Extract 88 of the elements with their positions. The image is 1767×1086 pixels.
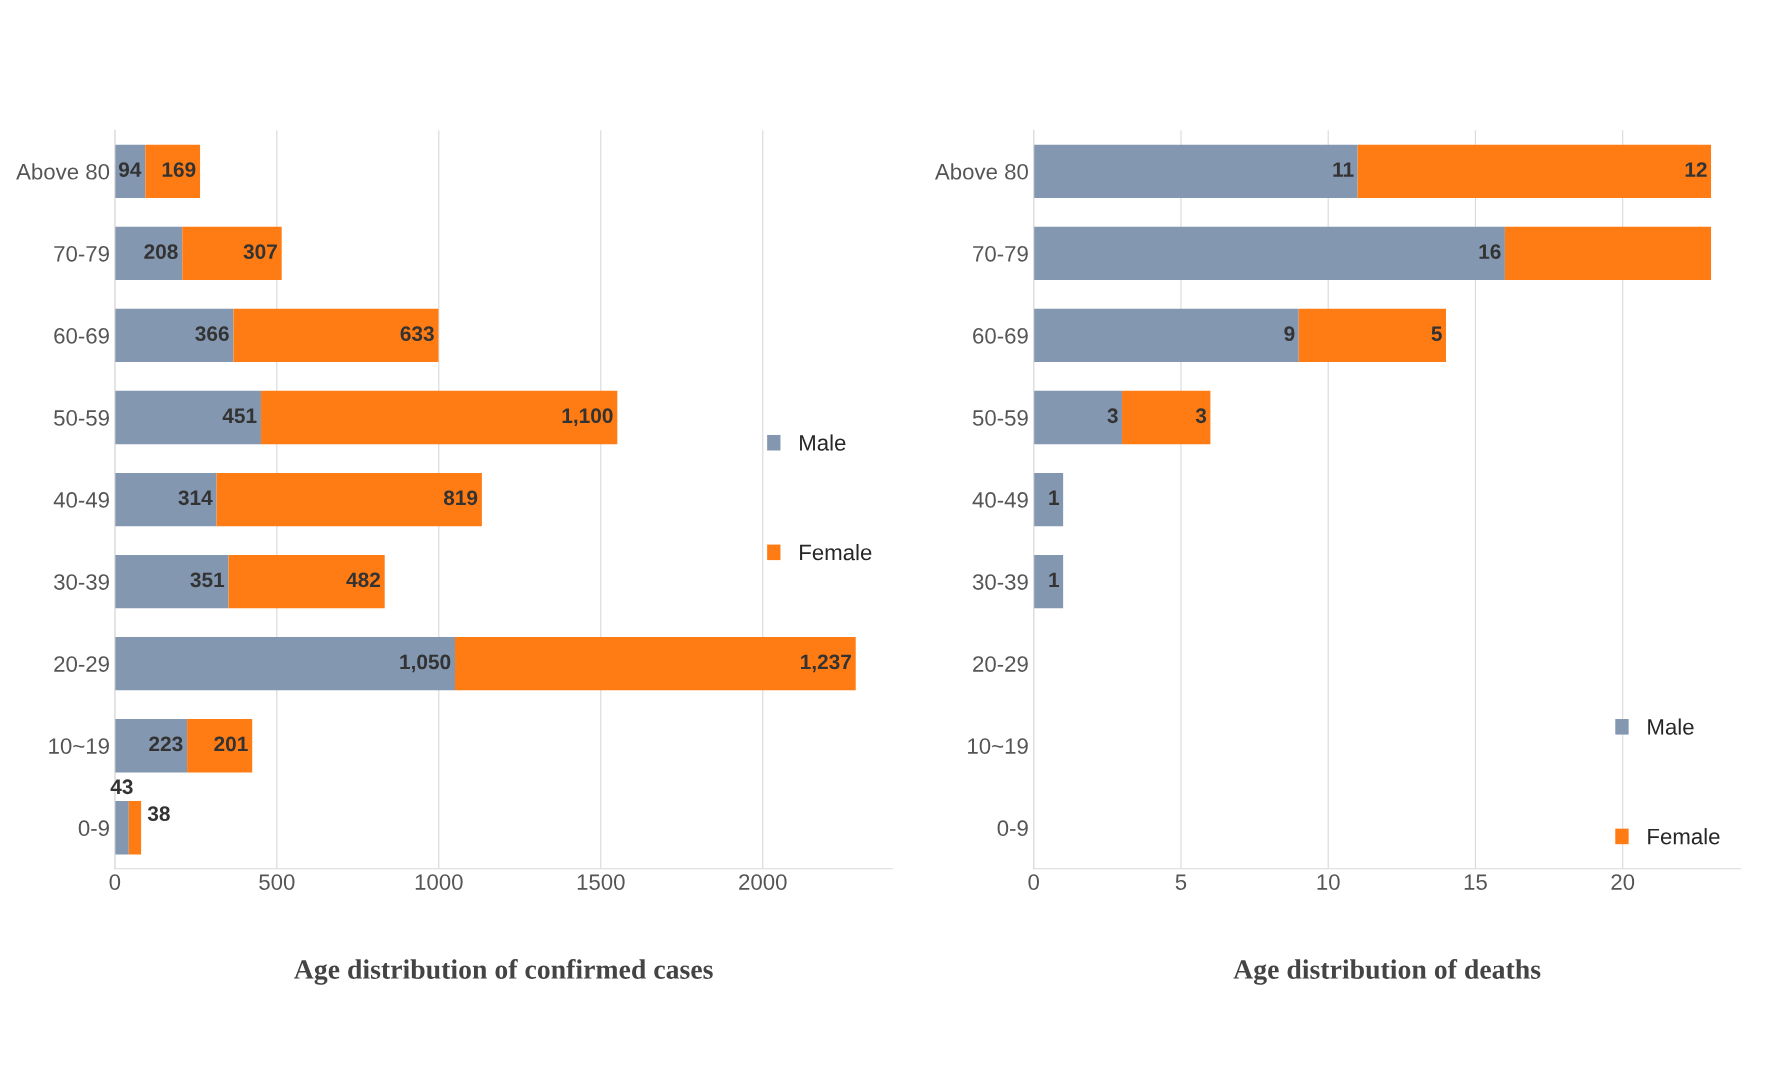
data-label: 1,237 bbox=[801, 654, 851, 673]
bar bbox=[216, 472, 482, 527]
y-tick-label: 40-49 bbox=[972, 492, 1028, 508]
x-tick-label: 0 bbox=[1028, 874, 1040, 890]
data-label: 1 bbox=[1049, 490, 1060, 505]
y-tick-label: 10~19 bbox=[968, 738, 1028, 754]
legend-label: Male bbox=[1648, 718, 1694, 735]
data-label: 451 bbox=[222, 408, 257, 424]
bar bbox=[114, 554, 229, 609]
bar bbox=[228, 554, 385, 609]
data-label: 366 bbox=[195, 326, 229, 342]
x-tick-label: 5 bbox=[1175, 874, 1187, 890]
data-label: 9 bbox=[1284, 326, 1295, 342]
data-label: 223 bbox=[149, 736, 183, 752]
data-label: 307 bbox=[243, 244, 277, 260]
y-tick-label: 30-39 bbox=[972, 574, 1028, 590]
bar bbox=[182, 226, 282, 281]
data-label: 3 bbox=[1107, 408, 1118, 424]
y-tick-label: Above 80 bbox=[16, 163, 110, 180]
legend-label: Male bbox=[800, 434, 846, 451]
bar bbox=[114, 226, 183, 281]
x-tick-label: 1500 bbox=[577, 874, 625, 890]
data-label: 43 bbox=[110, 779, 133, 795]
y-tick-label: 10~19 bbox=[49, 738, 109, 754]
bar bbox=[114, 472, 217, 527]
bar bbox=[114, 637, 455, 691]
data-label: 1 bbox=[1049, 572, 1060, 587]
bar bbox=[1033, 226, 1505, 281]
bar bbox=[233, 308, 439, 363]
bar bbox=[260, 390, 618, 445]
data-label: 3 bbox=[1195, 408, 1207, 424]
bar bbox=[455, 637, 856, 691]
bar bbox=[1033, 144, 1358, 199]
x-tick-label: 500 bbox=[259, 874, 295, 890]
y-tick-label: 70-79 bbox=[973, 245, 1028, 262]
y-tick-label: 20-29 bbox=[973, 656, 1028, 672]
bar bbox=[128, 801, 142, 855]
bar bbox=[187, 719, 253, 773]
data-label: 11 bbox=[1333, 162, 1354, 177]
x-tick-label: 1000 bbox=[415, 874, 463, 890]
bar bbox=[1033, 308, 1299, 363]
bar bbox=[145, 144, 201, 199]
data-label: 1,050 bbox=[400, 654, 451, 673]
y-tick-label: 60-69 bbox=[54, 327, 109, 344]
text: Age distribution of deaths bbox=[1233, 959, 1541, 985]
bar bbox=[1122, 390, 1211, 445]
bar bbox=[114, 719, 188, 773]
data-label: 633 bbox=[400, 326, 434, 342]
bar bbox=[114, 390, 261, 445]
y-tick-label: Above 80 bbox=[934, 163, 1028, 180]
bar bbox=[1033, 472, 1064, 527]
x-tick-label: 2000 bbox=[739, 874, 787, 890]
bar bbox=[1033, 554, 1064, 609]
x-tick-label: 0 bbox=[109, 874, 121, 890]
data-label: 201 bbox=[214, 736, 248, 752]
data-label: 38 bbox=[147, 806, 170, 822]
text: Age distribution of confirmed cases bbox=[294, 959, 713, 985]
legend-label: Female bbox=[1648, 828, 1720, 845]
legend-label: Female bbox=[800, 544, 872, 561]
data-label: 12 bbox=[1685, 162, 1707, 177]
data-label: 94 bbox=[118, 162, 142, 177]
data-label: 169 bbox=[162, 162, 196, 177]
y-tick-label: 60-69 bbox=[973, 327, 1028, 344]
y-tick-label: 20-29 bbox=[54, 656, 109, 672]
data-label: 482 bbox=[346, 572, 380, 588]
data-label: 351 bbox=[190, 572, 225, 588]
data-label: 819 bbox=[443, 490, 478, 506]
data-label: 5 bbox=[1431, 326, 1442, 342]
bar bbox=[1504, 226, 1712, 281]
data-label: 1,100 bbox=[562, 408, 613, 427]
y-tick-label: 0-9 bbox=[78, 820, 109, 837]
bar bbox=[114, 801, 129, 855]
y-tick-label: 0-9 bbox=[997, 820, 1028, 837]
bar bbox=[1033, 390, 1123, 445]
bar bbox=[1298, 308, 1446, 363]
data-label: 16 bbox=[1479, 244, 1501, 259]
x-tick-label: 15 bbox=[1464, 874, 1487, 890]
x-tick-label: 20 bbox=[1611, 874, 1635, 890]
y-tick-label: 70-79 bbox=[54, 245, 109, 262]
y-tick-label: 50-59 bbox=[54, 410, 109, 426]
y-tick-label: 30-39 bbox=[54, 574, 109, 590]
data-label: 314 bbox=[178, 490, 213, 506]
x-tick-label: 10 bbox=[1317, 874, 1340, 890]
bar bbox=[1357, 144, 1712, 199]
data-label: 208 bbox=[144, 244, 178, 259]
y-tick-label: 40-49 bbox=[53, 492, 109, 508]
bar bbox=[114, 308, 234, 363]
y-tick-label: 50-59 bbox=[972, 410, 1028, 426]
